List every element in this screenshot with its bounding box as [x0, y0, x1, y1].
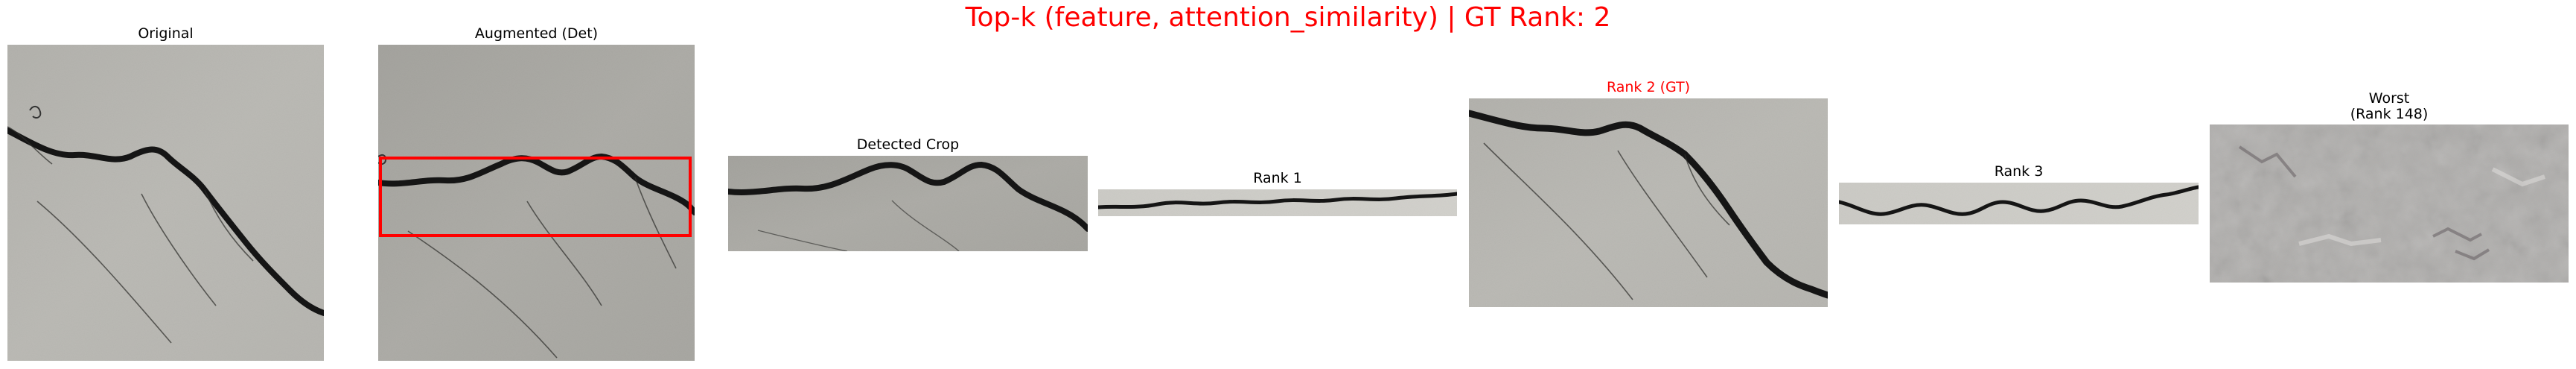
panel-title-augmented: Augmented (Det)	[474, 25, 599, 42]
panel-title-detected-crop: Detected Crop	[856, 136, 960, 153]
panel-title-rank-2-gt: Rank 2 (GT)	[1606, 79, 1691, 95]
panel-title-rank-3: Rank 3	[1994, 163, 2044, 180]
rank-1-image	[1098, 189, 1457, 216]
panel-title-original: Original	[138, 25, 194, 42]
panel-subtitle-worst-rank: (Rank 148)	[2350, 106, 2429, 122]
figure-title: Top-k (feature, attention_similarity) | …	[965, 2, 1611, 33]
panel-title-rank-1: Rank 1	[1253, 170, 1302, 186]
detection-bbox	[379, 157, 692, 237]
detected-crop-image	[728, 156, 1088, 251]
rank-2-gt-image	[1469, 98, 1828, 307]
rank-3-image	[1839, 183, 2199, 224]
augmented-image	[378, 45, 695, 361]
worst-image	[2210, 124, 2569, 283]
panel-title-worst: Worst	[2368, 90, 2410, 107]
original-image	[7, 45, 324, 361]
